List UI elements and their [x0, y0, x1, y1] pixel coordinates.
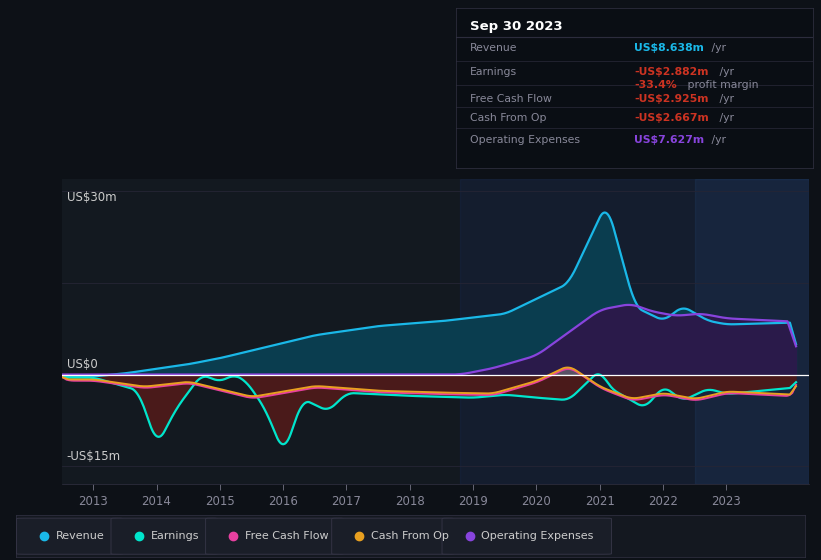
Text: Free Cash Flow: Free Cash Flow	[245, 531, 328, 541]
Text: Revenue: Revenue	[56, 531, 104, 541]
Text: US$0: US$0	[67, 358, 98, 371]
Text: Operating Expenses: Operating Expenses	[470, 135, 580, 145]
Text: Sep 30 2023: Sep 30 2023	[470, 20, 562, 32]
Text: -US$2.667m: -US$2.667m	[635, 113, 709, 123]
Text: Free Cash Flow: Free Cash Flow	[470, 95, 552, 104]
Text: US$7.627m: US$7.627m	[635, 135, 704, 145]
Text: Cash From Op: Cash From Op	[470, 113, 547, 123]
FancyBboxPatch shape	[16, 518, 123, 554]
Text: Earnings: Earnings	[470, 67, 517, 77]
Bar	[461, 179, 809, 484]
Text: US$8.638m: US$8.638m	[635, 43, 704, 53]
Text: Revenue: Revenue	[470, 43, 517, 53]
Text: -US$15m: -US$15m	[67, 450, 121, 463]
Text: /yr: /yr	[717, 95, 734, 104]
FancyBboxPatch shape	[205, 518, 343, 554]
Text: /yr: /yr	[717, 67, 734, 77]
FancyBboxPatch shape	[332, 518, 454, 554]
Bar	[695, 179, 809, 484]
Text: Cash From Op: Cash From Op	[371, 531, 449, 541]
FancyBboxPatch shape	[442, 518, 612, 554]
Text: -US$2.882m: -US$2.882m	[635, 67, 709, 77]
Text: /yr: /yr	[717, 113, 734, 123]
Text: profit margin: profit margin	[684, 80, 758, 90]
FancyBboxPatch shape	[111, 518, 218, 554]
Text: /yr: /yr	[709, 135, 726, 145]
Text: -33.4%: -33.4%	[635, 80, 677, 90]
Text: Operating Expenses: Operating Expenses	[481, 531, 594, 541]
Text: -US$2.925m: -US$2.925m	[635, 95, 709, 104]
Text: /yr: /yr	[709, 43, 726, 53]
Text: Earnings: Earnings	[150, 531, 199, 541]
Text: US$30m: US$30m	[67, 192, 117, 204]
